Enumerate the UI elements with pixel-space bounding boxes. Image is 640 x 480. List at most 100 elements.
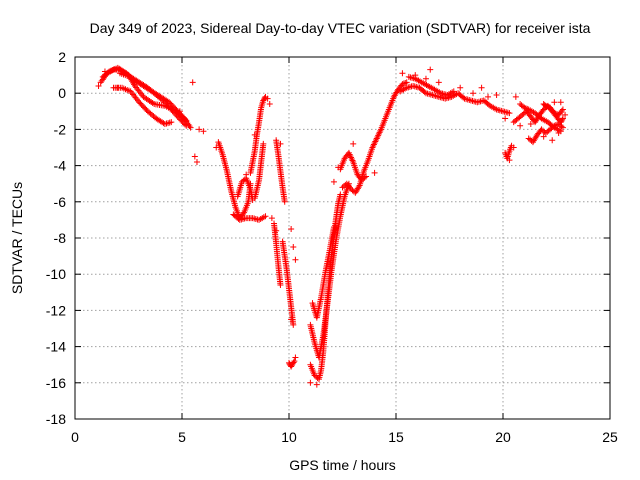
data-point <box>478 84 485 91</box>
data-point <box>262 213 269 220</box>
data-point <box>485 93 492 100</box>
x-tick-label: 5 <box>178 429 186 445</box>
y-tick-label: -8 <box>54 230 67 246</box>
data-point <box>399 81 406 88</box>
data-point <box>101 68 108 75</box>
y-tick-label: -2 <box>54 121 67 137</box>
data-point <box>268 215 275 222</box>
y-tick-label: -14 <box>46 339 66 355</box>
data-point <box>559 106 566 113</box>
data-point <box>427 66 434 73</box>
data-point <box>183 122 190 129</box>
x-tick-label: 0 <box>71 429 79 445</box>
y-tick-label: 0 <box>58 85 66 101</box>
data-point <box>290 359 297 366</box>
data-point <box>273 227 280 234</box>
data-point <box>517 122 524 129</box>
data-point <box>165 103 172 110</box>
data-point <box>288 225 295 232</box>
data-point <box>168 119 175 126</box>
data-point <box>510 144 517 151</box>
data-point <box>168 106 175 113</box>
data-point <box>187 124 194 131</box>
data-point <box>559 116 566 123</box>
data-point <box>160 98 167 105</box>
data-point <box>281 198 288 205</box>
data-point <box>196 126 203 133</box>
data-point <box>213 144 220 151</box>
x-tick-label: 20 <box>495 429 511 445</box>
data-point <box>251 131 258 138</box>
data-point <box>522 105 529 112</box>
data-point <box>400 80 407 87</box>
data-point <box>313 381 320 388</box>
data-point <box>435 79 442 86</box>
data-point <box>164 102 171 109</box>
data-point <box>292 354 299 361</box>
data-point <box>172 110 179 117</box>
data-point <box>549 137 556 144</box>
x-tick-label: 10 <box>281 429 297 445</box>
data-point <box>371 169 378 176</box>
data-point <box>521 104 528 111</box>
data-point <box>544 103 551 110</box>
data-point <box>399 70 406 77</box>
data-point <box>335 164 342 171</box>
y-tick-label: -6 <box>54 194 67 210</box>
y-tick-label: -10 <box>46 266 66 282</box>
data-point <box>191 153 198 160</box>
data-point <box>290 244 297 251</box>
data-point <box>307 379 314 386</box>
x-tick-label: 25 <box>602 429 618 445</box>
data-point <box>412 72 419 79</box>
x-axis-label: GPS time / hours <box>289 457 396 473</box>
data-point <box>555 130 562 137</box>
grid <box>75 57 610 419</box>
data-point <box>540 133 547 140</box>
data-point <box>114 84 121 91</box>
data-point <box>559 115 566 122</box>
data-point <box>290 321 297 328</box>
data-point <box>173 112 180 119</box>
y-tick-label: -4 <box>54 158 67 174</box>
data-point <box>330 178 337 185</box>
data-point <box>350 140 357 147</box>
data-point <box>403 79 410 86</box>
y-tick-label: -12 <box>46 302 66 318</box>
data-point <box>291 358 298 365</box>
data-point <box>292 256 299 263</box>
data-point <box>506 110 513 117</box>
data-point <box>422 75 429 82</box>
data-point <box>450 88 457 95</box>
data-point <box>558 107 565 114</box>
data-point <box>470 90 477 97</box>
y-tick-label: 2 <box>58 49 66 65</box>
data-point <box>288 316 295 323</box>
data-point <box>551 110 558 117</box>
data-point <box>330 224 337 231</box>
data-point <box>277 140 284 147</box>
data-point <box>277 282 284 289</box>
data-point <box>189 79 196 86</box>
data-point <box>261 95 268 102</box>
data-point <box>562 111 569 118</box>
data-point <box>170 109 177 116</box>
data-point <box>558 123 565 130</box>
plot-marks <box>95 64 569 388</box>
data-point <box>557 99 564 106</box>
y-tick-label: -16 <box>46 375 66 391</box>
data-point <box>260 140 267 147</box>
data-point <box>161 99 168 106</box>
data-point <box>355 183 362 190</box>
data-point <box>512 93 519 100</box>
y-tick-label: -18 <box>46 411 66 427</box>
data-point <box>169 107 176 114</box>
data-point <box>402 79 409 86</box>
y-axis-label: SDTVAR / TECUs <box>9 182 25 294</box>
data-point <box>167 105 174 112</box>
data-point <box>493 92 500 99</box>
chart-title: Day 349 of 2023, Sidereal Day-to-day VTE… <box>90 20 591 36</box>
data-point <box>95 82 102 89</box>
